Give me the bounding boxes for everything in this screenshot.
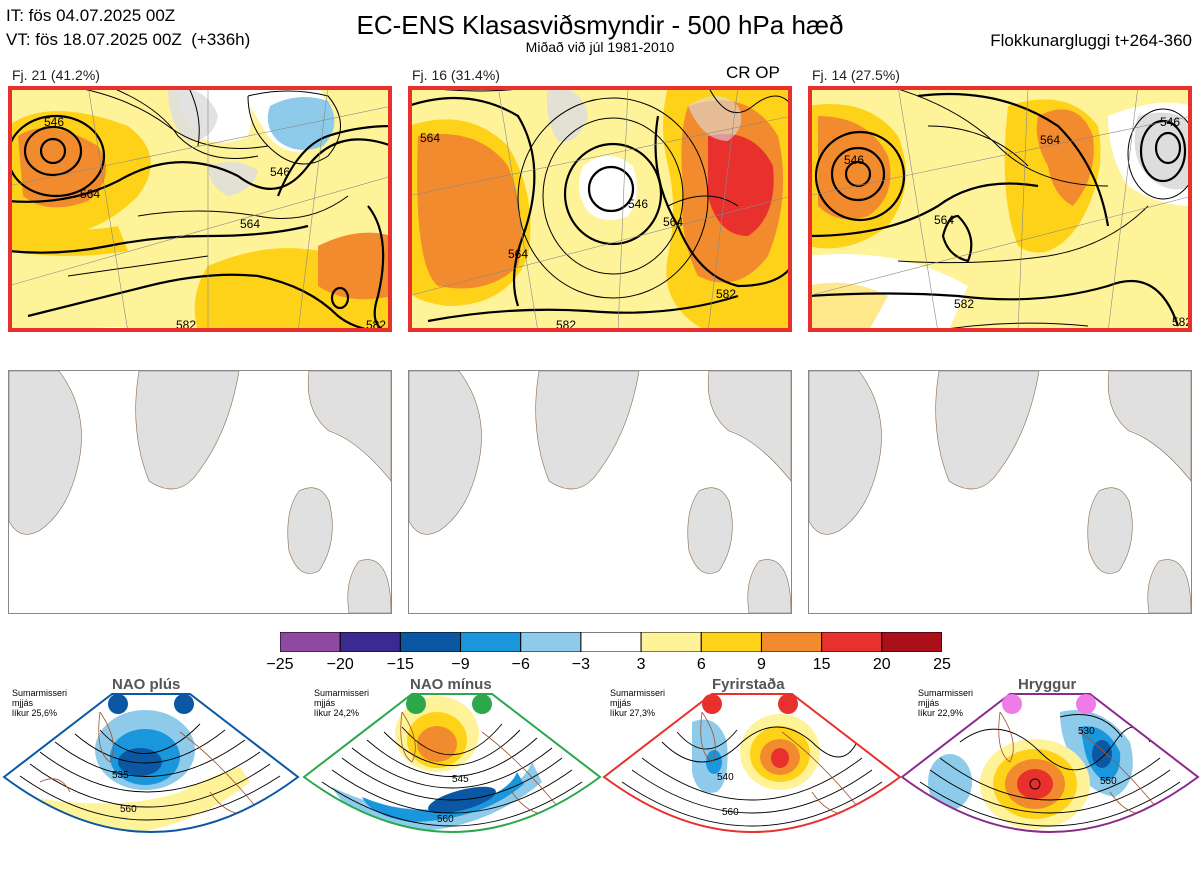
regime-contour-label: 560: [120, 804, 137, 815]
colorbar-tick-label: −6: [511, 656, 530, 673]
colorbar-tick-label: 25: [933, 656, 951, 673]
colorbar: [279, 631, 943, 653]
regime-contour-label: 575: [1090, 840, 1107, 851]
base-map-1: [8, 370, 392, 614]
regime-title: NAO mínus: [410, 676, 492, 693]
colorbar-tick-label: 9: [757, 656, 766, 673]
regime-nao-minus: NAO mínus Sumarmisseri mjjás líkur 24,2%…: [302, 672, 602, 871]
page-title: EC-ENS Klasasviðsmyndir - 500 hPa hæð: [356, 10, 844, 40]
colorbar-segment: [881, 631, 943, 653]
colorbar-tick-label: 15: [812, 656, 831, 673]
colorbar-segment: [339, 631, 401, 653]
cluster-1-contour-label: 546: [44, 115, 64, 129]
colorbar-segment: [520, 631, 582, 653]
colorbar-segment: [279, 631, 341, 653]
colorbar-segment: [640, 631, 702, 653]
regime-contour-label: 575: [737, 832, 754, 843]
regime-contour-label: 535: [112, 770, 129, 781]
cluster-3-contour-label: 546: [844, 153, 864, 167]
colorbar-segment: [760, 631, 823, 653]
cluster-3-contour-label: 582: [954, 297, 974, 311]
cluster-2-contour-label: 564: [508, 247, 528, 261]
regime-contour-label: 560: [437, 814, 454, 825]
cluster-1-label: Fj. 21 (41.2%): [12, 67, 100, 83]
colorbar-tick-label: −25: [266, 656, 294, 673]
colorbar-tick-label: −9: [451, 656, 470, 673]
cluster-3-label: Fj. 14 (27.5%): [812, 67, 900, 83]
colorbar-tick-label: 6: [696, 656, 706, 673]
regime-title: NAO plús: [112, 676, 181, 693]
regime-contour-label: 560: [722, 807, 739, 818]
regime-info: Sumarmisseri mjjás líkur 22,9%: [918, 688, 974, 718]
regime-info: Sumarmisseri mjjás líkur 25,6%: [12, 688, 68, 718]
cluster-2-map: 564 546 564 564 582 582: [408, 86, 792, 332]
cluster-2-contour-label: 564: [663, 215, 683, 229]
cluster-3-contour-label: 564: [1040, 133, 1060, 147]
colorbar-tick-label: 3: [636, 656, 646, 673]
regime-contour-label: 530: [1078, 726, 1095, 737]
colorbar-segment: [460, 631, 522, 653]
initial-time: IT: fös 04.07.2025 00Z: [6, 6, 176, 25]
cluster-1-contour-label: 564: [80, 187, 100, 201]
classification-window: Flokkunargluggi t+264-360: [990, 31, 1192, 50]
regime-contour-label: 540: [717, 772, 734, 783]
colorbar-segment: [580, 631, 642, 653]
regime-blocking: Fyrirstaða Sumarmisseri mjjás líkur 27,3…: [602, 672, 902, 871]
regime-title: Hryggur: [1018, 676, 1077, 693]
regime-ridge: Hryggur Sumarmisseri mjjás líkur 22,9%: [900, 672, 1200, 871]
colorbar-tick-label: 20: [872, 656, 891, 673]
base-map-2: [408, 370, 792, 614]
regime-info: Sumarmisseri mjjás líkur 27,3%: [610, 688, 666, 718]
base-map-3: [808, 370, 1192, 614]
colorbar-segment: [700, 631, 762, 653]
colorbar-tick-label: −3: [571, 656, 591, 673]
colorbar-tick-label: −20: [326, 656, 354, 673]
cluster-1-map: 546 564 546 564 582 582: [8, 86, 392, 332]
cluster-3-contour-label: 564: [934, 213, 954, 227]
cluster-3-map: 546 564 546 564 582 582: [808, 86, 1192, 332]
regime-contour-label: 550: [1100, 776, 1117, 787]
colorbar-segment: [399, 631, 462, 653]
regime-title: Fyrirstaða: [712, 676, 785, 693]
cluster-1-contour-label: 564: [240, 217, 260, 231]
regime-contour-label: 575: [447, 844, 464, 855]
page-subtitle: Miðað við júl 1981-2010: [525, 39, 675, 55]
cluster-1-contour-label: 546: [270, 165, 290, 179]
regime-info: Sumarmisseri mjjás líkur 24,2%: [314, 688, 370, 718]
cluster-3-contour-label: 582: [1172, 315, 1192, 329]
cluster-2-badge: CR OP: [726, 63, 780, 82]
regime-nao-plus: NAO plús Sumarmisseri mjjás líkur 25,6% …: [0, 672, 302, 871]
valid-time: VT: fös 18.07.2025 00Z (+336h): [6, 30, 251, 49]
colorbar-segment: [821, 631, 883, 653]
colorbar-tick-label: −15: [386, 656, 414, 673]
cluster-2-contour-label: 564: [420, 131, 440, 145]
cluster-2-contour-label: 582: [716, 287, 736, 301]
regime-contour-label: 545: [452, 774, 469, 785]
cluster-2-label: Fj. 16 (31.4%): [412, 67, 500, 83]
cluster-3-contour-label: 546: [1160, 115, 1180, 129]
cluster-2-contour-label: 546: [628, 197, 648, 211]
